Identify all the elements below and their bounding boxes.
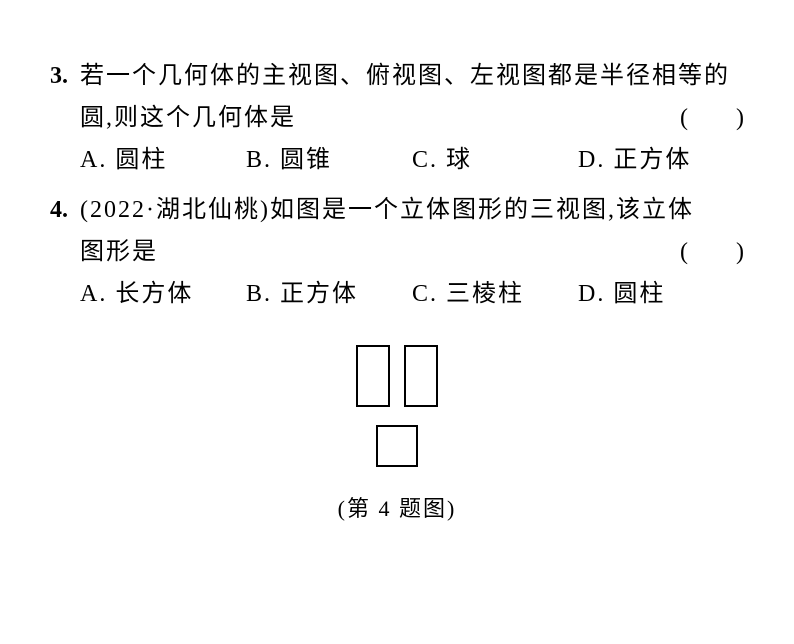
q3-text-line1: 若一个几何体的主视图、俯视图、左视图都是半径相等的 xyxy=(80,55,744,97)
q4-text-line2-wrap: 图形是 ( ) xyxy=(80,231,744,273)
q4-option-d: D. 圆柱 xyxy=(578,273,744,315)
q3-line2: 圆,则这个几何体是 ( ) xyxy=(50,97,744,139)
question-4: 4. (2022·湖北仙桃)如图是一个立体图形的三视图,该立体 图形是 ( ) … xyxy=(50,189,744,315)
figure-rect-2 xyxy=(404,345,438,407)
q4-line1: 4. (2022·湖北仙桃)如图是一个立体图形的三视图,该立体 xyxy=(50,189,744,231)
q4-indent xyxy=(50,231,80,273)
q4-number: 4. xyxy=(50,189,80,231)
q3-indent xyxy=(50,97,80,139)
q3-line1: 3. 若一个几何体的主视图、俯视图、左视图都是半径相等的 xyxy=(50,55,744,97)
q3-option-d: D. 正方体 xyxy=(578,139,744,181)
q4-text-line1: (2022·湖北仙桃)如图是一个立体图形的三视图,该立体 xyxy=(80,189,744,231)
figure-row-bottom xyxy=(376,425,418,467)
q3-options: A. 圆柱 B. 圆锥 C. 球 D. 正方体 xyxy=(50,139,744,181)
figure-4: (第 4 题图) xyxy=(50,345,744,523)
q4-options: A. 长方体 B. 正方体 C. 三棱柱 D. 圆柱 xyxy=(50,273,744,315)
q3-text-line2: 圆,则这个几何体是 xyxy=(80,97,296,139)
q3-text-line2-wrap: 圆,则这个几何体是 ( ) xyxy=(80,97,744,139)
q4-line2: 图形是 ( ) xyxy=(50,231,744,273)
q4-paren: ( ) xyxy=(680,231,744,273)
q4-option-a: A. 长方体 xyxy=(80,273,246,315)
q4-option-c: C. 三棱柱 xyxy=(412,273,578,315)
figure-row-top xyxy=(356,345,438,407)
q3-number: 3. xyxy=(50,55,80,97)
figure-caption: (第 4 题图) xyxy=(338,491,457,523)
q3-paren: ( ) xyxy=(680,97,744,139)
q4-text-line2: 图形是 xyxy=(80,231,158,273)
q3-option-a: A. 圆柱 xyxy=(80,139,246,181)
q4-option-b: B. 正方体 xyxy=(246,273,412,315)
q3-option-b: B. 圆锥 xyxy=(246,139,412,181)
q3-option-c: C. 球 xyxy=(412,139,578,181)
figure-rect-1 xyxy=(356,345,390,407)
question-3: 3. 若一个几何体的主视图、俯视图、左视图都是半径相等的 圆,则这个几何体是 (… xyxy=(50,55,744,181)
figure-rect-3 xyxy=(376,425,418,467)
